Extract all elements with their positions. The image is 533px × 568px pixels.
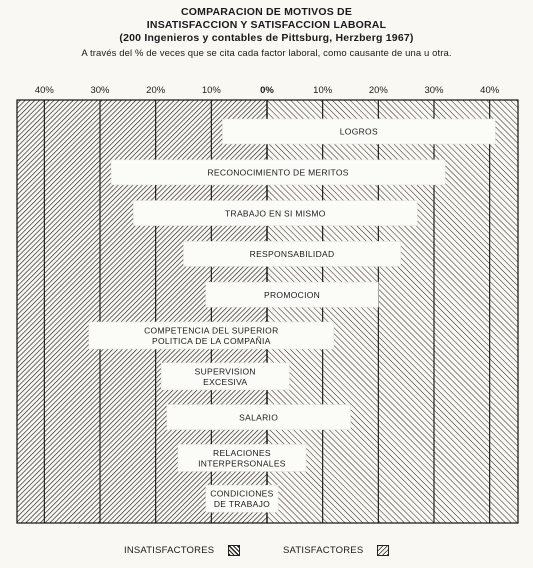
bar-rect-competencia-del-superior-politica-de-la-compania [88, 321, 335, 350]
bar-rect-responsabilidad [183, 241, 401, 267]
bar-label-salario: SALARIO [239, 412, 278, 422]
legend-dense-hatch-swatch [228, 545, 241, 556]
bar-label-relaciones-interpersonales-1: RELACIONES [213, 448, 271, 458]
tick-label-pos-40: 40% [480, 85, 500, 96]
bar-label-competencia-del-superior-politica-de-la-compania-2: POLITICA DE LA COMPAÑIA [152, 336, 271, 346]
legend-satisfactores-label: SATISFACTORES [283, 545, 364, 556]
tick-label-neg-20: 20% [146, 85, 166, 96]
bar-trabajo-en-si-mismo: TRABAJO EN SI MISMO [133, 200, 418, 226]
bar-rect-supervision-excesiva [160, 362, 290, 391]
tick-label-zero-0: 0% [260, 85, 274, 96]
chart-plot: 40% 30% 20% 10% 0% 10% 20% 30% 40% LOGROS RECONOC… [16, 85, 519, 524]
bar-rect-relaciones-interpersonales [177, 444, 307, 472]
bar-label-responsabilidad: RESPONSABILIDAD [250, 249, 335, 259]
chart-title: COMPARACION DE MOTIVOS DE INSATISFACCION… [0, 6, 533, 45]
bar-logros: LOGROS [222, 118, 496, 145]
tick-label-pos-30: 30% [424, 85, 444, 96]
tick-label-neg-30: 30% [90, 85, 110, 96]
title-line-3: (200 Ingenieros y contables de Pittsburg… [119, 32, 414, 44]
legend-sparse-hatch-swatch [377, 545, 390, 556]
bar-rect-reconocimiento-de-meritos [110, 159, 446, 186]
bar-rect-trabajo-en-si-mismo [133, 200, 418, 226]
bar-rect-logros [222, 118, 496, 145]
legend-insatisfactores-label: INSATISFACTORES [124, 545, 215, 556]
bar-label-condiciones-de-trabajo-1: CONDICIONES [210, 489, 273, 499]
bar-label-reconocimiento-de-meritos: RECONOCIMIENTO DE MERITOS [207, 168, 348, 178]
title-line-1: COMPARACION DE MOTIVOS DE [180, 6, 353, 18]
chart-subtitle: A través del % de veces que se cita cada… [81, 48, 452, 59]
tick-label-neg-40: 40% [35, 85, 55, 96]
bar-label-logros: LOGROS [340, 127, 378, 137]
tick-label-neg-10: 10% [202, 85, 222, 96]
bar-reconocimiento-de-meritos: RECONOCIMIENTO DE MERITOS [110, 159, 446, 186]
bar-label-condiciones-de-trabajo-2: DE TRABAJO [214, 499, 270, 509]
bar-label-competencia-del-superior-politica-de-la-compania-1: COMPETENCIA DEL SUPERIOR [144, 325, 278, 335]
bar-salario: SALARIO [166, 404, 351, 430]
factor-bars: LOGROS RECONOCIMIENTO DE MERITOS TRABAJO E… [88, 118, 496, 513]
tick-label-pos-10: 10% [313, 85, 333, 96]
legend: INSATISFACTORES SATISFACTORES [0, 545, 533, 559]
plot-frame [16, 99, 519, 524]
bar-label-relaciones-interpersonales-2: INTERPERSONALES [198, 458, 286, 468]
bar-responsabilidad: RESPONSABILIDAD [183, 241, 401, 267]
tick-label-pos-20: 20% [369, 85, 389, 96]
bar-promocion: PROMOCION [205, 281, 379, 308]
bar-rect-salario [166, 404, 351, 430]
legend-insatisfactores: INSATISFACTORES [124, 545, 241, 556]
legend-satisfactores: SATISFACTORES [283, 545, 390, 556]
bar-rect-condiciones-de-trabajo [205, 484, 279, 513]
bar-rect-promocion [205, 281, 379, 308]
bar-label-supervision-excesiva-1: SUPERVISION [195, 366, 256, 376]
bar-label-promocion: PROMOCION [264, 290, 320, 300]
bar-label-supervision-excesiva-2: EXCESIVA [203, 377, 247, 387]
bar-label-trabajo-en-si-mismo: TRABAJO EN SI MISMO [225, 208, 326, 218]
axis-ticks: 40% 30% 20% 10% 0% 10% 20% 30% 40% [35, 85, 500, 96]
title-line-2: INSATISFACCION Y SATISFACCION LABORAL [146, 19, 387, 31]
